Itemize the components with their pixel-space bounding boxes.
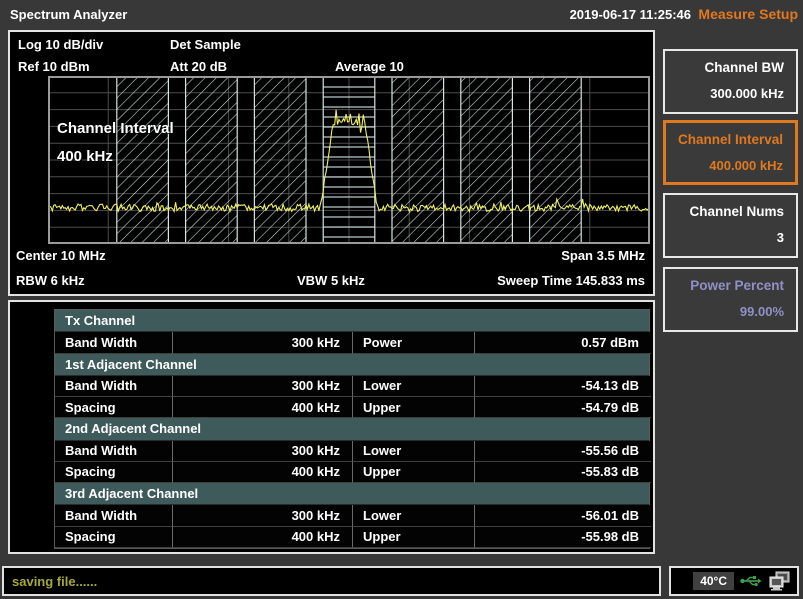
- app-title: Spectrum Analyzer: [10, 7, 127, 22]
- average-readout: Average 10: [335, 59, 404, 74]
- status-message-bar: saving file......: [2, 566, 661, 596]
- table-row: Spacing 400 kHz Upper -55.83 dB: [55, 462, 649, 483]
- softkey-power-percent[interactable]: Power Percent 99.00%: [663, 267, 798, 332]
- spectrum-plot-svg: [48, 76, 650, 244]
- measurement-table-panel: Tx Channel Band Width 300 kHz Power 0.57…: [8, 300, 655, 554]
- detector-readout: Det Sample: [170, 37, 241, 52]
- usb-icon: [740, 574, 762, 588]
- status-indicator-bar: 40°C: [669, 566, 799, 596]
- channel-band-markers: [117, 77, 581, 243]
- menu-title: Measure Setup: [658, 6, 798, 22]
- softkey-channel-interval[interactable]: Channel Interval 400.000 kHz: [663, 120, 798, 185]
- top-bar: Spectrum Analyzer 2019-06-17 11:25:46 Me…: [0, 0, 803, 28]
- softkey-value: 400.000 kHz: [666, 158, 783, 173]
- table-section-1st-adjacent: 1st Adjacent Channel: [55, 354, 649, 376]
- attenuation-readout: Att 20 dB: [170, 59, 227, 74]
- table-section-2nd-adjacent: 2nd Adjacent Channel: [55, 418, 649, 440]
- table-row: Band Width 300 kHz Lower -54.13 dB: [55, 376, 649, 397]
- status-message: saving file......: [4, 574, 97, 589]
- vbw-readout: VBW 5 kHz: [297, 273, 365, 288]
- softkey-label: Channel Nums: [665, 204, 784, 219]
- table-section-tx-channel: Tx Channel: [55, 310, 649, 332]
- table-row: Band Width 300 kHz Power 0.57 dBm: [55, 332, 649, 353]
- softkey-channel-nums[interactable]: Channel Nums 3: [663, 193, 798, 258]
- softkey-label: Channel BW: [665, 60, 784, 75]
- sweep-time-readout: Sweep Time 145.833 ms: [497, 273, 645, 288]
- table-row: Spacing 400 kHz Upper -54.79 dB: [55, 397, 649, 418]
- spectrum-plot: Channel Interval 400 kHz: [48, 76, 650, 244]
- rbw-readout: RBW 6 kHz: [16, 273, 85, 288]
- softkey-label: Power Percent: [665, 278, 784, 293]
- plot-annotation-line1: Channel Interval: [57, 120, 174, 137]
- acp-results-table: Tx Channel Band Width 300 kHz Power 0.57…: [54, 309, 650, 549]
- network-computer-icon: [768, 571, 792, 591]
- ref-level-readout: Ref 10 dBm: [18, 59, 90, 74]
- plot-annotation-line2: 400 kHz: [57, 148, 113, 165]
- table-row: Spacing 400 kHz Upper -55.98 dB: [55, 527, 649, 548]
- center-freq-readout: Center 10 MHz: [16, 248, 106, 263]
- table-row: Band Width 300 kHz Lower -55.56 dB: [55, 441, 649, 462]
- softkey-value: 3: [665, 230, 784, 245]
- temperature-badge: 40°C: [693, 572, 734, 590]
- softkey-channel-bw[interactable]: Channel BW 300.000 kHz: [663, 49, 798, 114]
- table-section-3rd-adjacent: 3rd Adjacent Channel: [55, 483, 649, 505]
- log-scale-readout: Log 10 dB/div: [18, 37, 103, 52]
- softkey-value: 99.00%: [665, 304, 784, 319]
- span-readout: Span 3.5 MHz: [561, 248, 645, 263]
- softkey-value: 300.000 kHz: [665, 86, 784, 101]
- table-row: Band Width 300 kHz Lower -56.01 dB: [55, 505, 649, 526]
- spectrum-display-panel: Log 10 dB/div Det Sample Ref 10 dBm Att …: [8, 30, 655, 296]
- softkey-label: Channel Interval: [666, 132, 783, 147]
